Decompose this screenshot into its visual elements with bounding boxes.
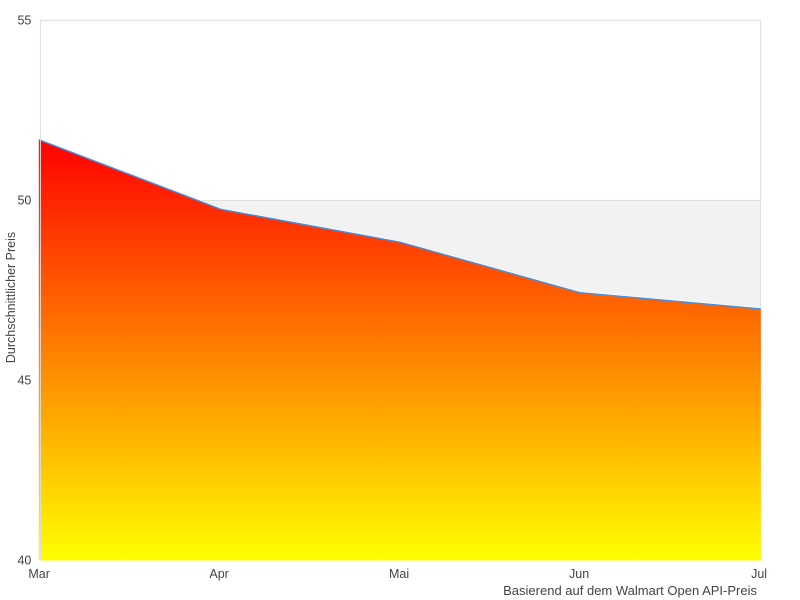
svg-text:40: 40: [17, 553, 31, 567]
svg-text:Basierend auf dem Walmart Open: Basierend auf dem Walmart Open API-Preis: [503, 583, 757, 598]
svg-text:55: 55: [17, 13, 31, 27]
svg-text:Mar: Mar: [28, 567, 50, 581]
svg-text:Durchschnittlicher Preis: Durchschnittlicher Preis: [4, 232, 18, 363]
svg-text:Jul: Jul: [751, 567, 767, 581]
svg-text:50: 50: [17, 193, 31, 207]
svg-text:Jun: Jun: [569, 567, 589, 581]
svg-text:Apr: Apr: [209, 567, 228, 581]
svg-text:Mai: Mai: [389, 567, 409, 581]
svg-text:45: 45: [17, 373, 31, 387]
